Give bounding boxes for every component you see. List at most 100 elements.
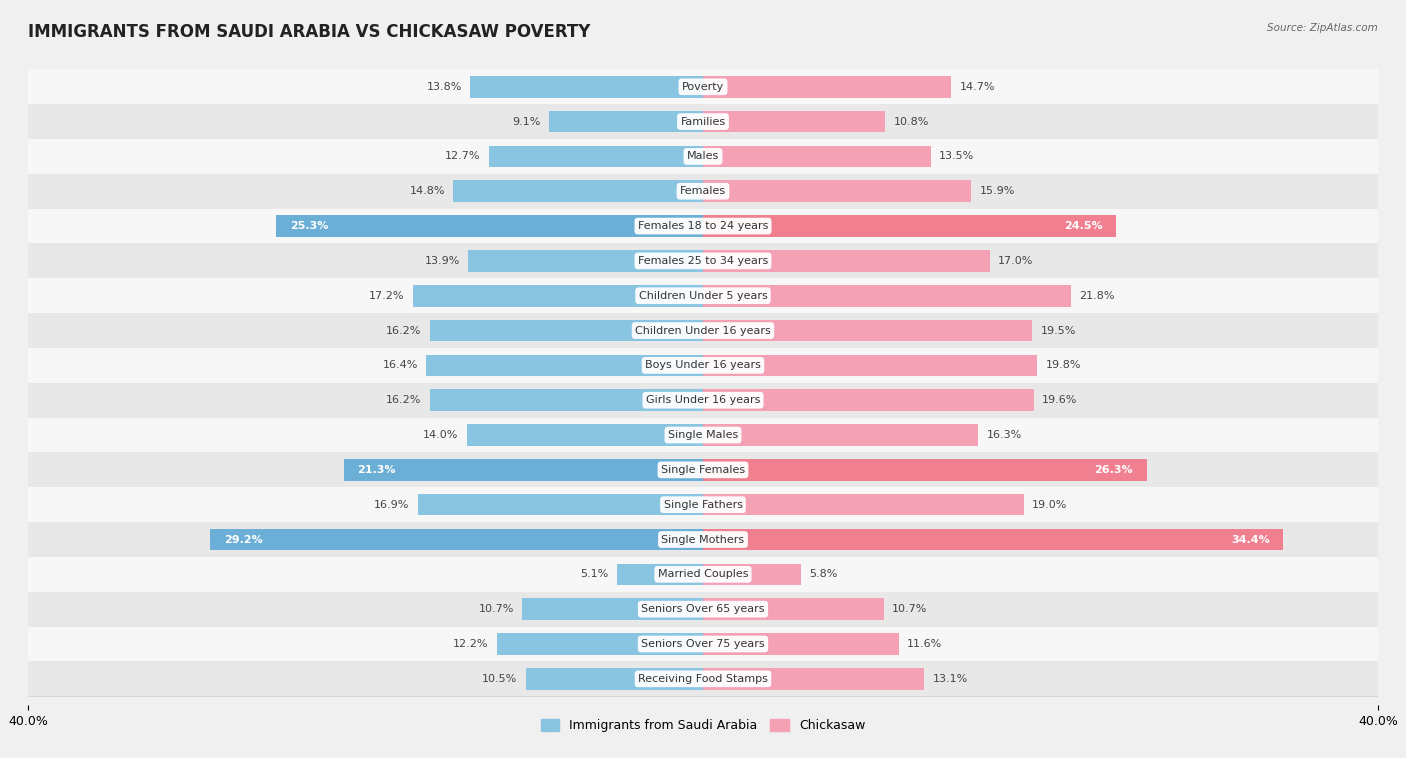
Text: 29.2%: 29.2% bbox=[224, 534, 263, 544]
Bar bbox=[28, 139, 1378, 174]
Bar bbox=[703, 424, 979, 446]
Text: IMMIGRANTS FROM SAUDI ARABIA VS CHICKASAW POVERTY: IMMIGRANTS FROM SAUDI ARABIA VS CHICKASA… bbox=[28, 23, 591, 41]
Text: 10.8%: 10.8% bbox=[894, 117, 929, 127]
Bar bbox=[703, 529, 1284, 550]
Bar bbox=[703, 563, 801, 585]
Bar bbox=[28, 278, 1378, 313]
Bar bbox=[343, 459, 703, 481]
Bar bbox=[468, 250, 703, 271]
Bar bbox=[703, 355, 1038, 376]
Bar bbox=[28, 418, 1378, 453]
Bar bbox=[703, 320, 1032, 341]
Text: 5.8%: 5.8% bbox=[810, 569, 838, 579]
Bar bbox=[430, 390, 703, 411]
Text: 24.5%: 24.5% bbox=[1064, 221, 1102, 231]
Bar bbox=[211, 529, 703, 550]
Text: 17.2%: 17.2% bbox=[368, 291, 405, 301]
Text: 11.6%: 11.6% bbox=[907, 639, 942, 649]
Bar bbox=[28, 662, 1378, 697]
Text: Females 18 to 24 years: Females 18 to 24 years bbox=[638, 221, 768, 231]
Bar bbox=[426, 355, 703, 376]
Bar bbox=[28, 313, 1378, 348]
Text: 16.4%: 16.4% bbox=[382, 360, 418, 371]
Text: 16.2%: 16.2% bbox=[385, 325, 422, 336]
Text: Single Mothers: Single Mothers bbox=[661, 534, 745, 544]
Text: 17.0%: 17.0% bbox=[998, 256, 1033, 266]
Bar bbox=[703, 250, 990, 271]
Text: 14.8%: 14.8% bbox=[409, 186, 444, 196]
Bar bbox=[28, 69, 1378, 104]
Bar bbox=[489, 146, 703, 168]
Bar bbox=[703, 668, 924, 690]
Bar bbox=[703, 111, 886, 133]
Text: Single Males: Single Males bbox=[668, 430, 738, 440]
Text: 25.3%: 25.3% bbox=[290, 221, 328, 231]
Text: Seniors Over 65 years: Seniors Over 65 years bbox=[641, 604, 765, 614]
Bar bbox=[703, 598, 883, 620]
Bar bbox=[703, 180, 972, 202]
Bar bbox=[276, 215, 703, 236]
Text: 12.2%: 12.2% bbox=[453, 639, 489, 649]
Text: Married Couples: Married Couples bbox=[658, 569, 748, 579]
Text: 5.1%: 5.1% bbox=[581, 569, 609, 579]
Bar bbox=[28, 522, 1378, 557]
Bar bbox=[430, 320, 703, 341]
Text: 13.5%: 13.5% bbox=[939, 152, 974, 161]
Bar bbox=[703, 390, 1033, 411]
Text: Boys Under 16 years: Boys Under 16 years bbox=[645, 360, 761, 371]
Text: 16.9%: 16.9% bbox=[374, 500, 409, 509]
Text: 16.2%: 16.2% bbox=[385, 395, 422, 406]
Bar bbox=[413, 285, 703, 306]
Bar bbox=[703, 494, 1024, 515]
Text: Seniors Over 75 years: Seniors Over 75 years bbox=[641, 639, 765, 649]
Text: Poverty: Poverty bbox=[682, 82, 724, 92]
Text: 12.7%: 12.7% bbox=[444, 152, 481, 161]
Text: Females: Females bbox=[681, 186, 725, 196]
Bar bbox=[703, 459, 1147, 481]
Text: 14.0%: 14.0% bbox=[423, 430, 458, 440]
Bar bbox=[28, 487, 1378, 522]
Bar bbox=[703, 76, 950, 98]
Text: 15.9%: 15.9% bbox=[980, 186, 1015, 196]
Bar bbox=[703, 146, 931, 168]
Text: 14.7%: 14.7% bbox=[959, 82, 995, 92]
Text: Source: ZipAtlas.com: Source: ZipAtlas.com bbox=[1267, 23, 1378, 33]
Text: Females 25 to 34 years: Females 25 to 34 years bbox=[638, 256, 768, 266]
Text: 19.5%: 19.5% bbox=[1040, 325, 1076, 336]
Bar bbox=[703, 215, 1116, 236]
Text: 26.3%: 26.3% bbox=[1095, 465, 1133, 475]
Text: Males: Males bbox=[688, 152, 718, 161]
Text: 13.9%: 13.9% bbox=[425, 256, 460, 266]
Text: 13.8%: 13.8% bbox=[426, 82, 461, 92]
Bar bbox=[703, 633, 898, 655]
Text: 9.1%: 9.1% bbox=[513, 117, 541, 127]
Text: Children Under 16 years: Children Under 16 years bbox=[636, 325, 770, 336]
Bar bbox=[28, 174, 1378, 208]
Legend: Immigrants from Saudi Arabia, Chickasaw: Immigrants from Saudi Arabia, Chickasaw bbox=[536, 714, 870, 738]
Text: Single Females: Single Females bbox=[661, 465, 745, 475]
Bar bbox=[28, 208, 1378, 243]
Bar bbox=[28, 104, 1378, 139]
Bar bbox=[28, 383, 1378, 418]
Bar bbox=[28, 627, 1378, 662]
Bar bbox=[526, 668, 703, 690]
Text: 19.0%: 19.0% bbox=[1032, 500, 1067, 509]
Bar bbox=[28, 243, 1378, 278]
Text: 34.4%: 34.4% bbox=[1232, 534, 1270, 544]
Bar bbox=[453, 180, 703, 202]
Bar bbox=[523, 598, 703, 620]
Text: Girls Under 16 years: Girls Under 16 years bbox=[645, 395, 761, 406]
Text: Receiving Food Stamps: Receiving Food Stamps bbox=[638, 674, 768, 684]
Text: 21.8%: 21.8% bbox=[1080, 291, 1115, 301]
Bar bbox=[28, 348, 1378, 383]
Bar bbox=[467, 424, 703, 446]
Bar bbox=[470, 76, 703, 98]
Text: 19.6%: 19.6% bbox=[1042, 395, 1077, 406]
Bar bbox=[418, 494, 703, 515]
Bar bbox=[550, 111, 703, 133]
Bar bbox=[703, 285, 1071, 306]
Text: 10.7%: 10.7% bbox=[891, 604, 928, 614]
Bar bbox=[617, 563, 703, 585]
Text: 21.3%: 21.3% bbox=[357, 465, 395, 475]
Text: 10.7%: 10.7% bbox=[478, 604, 515, 614]
